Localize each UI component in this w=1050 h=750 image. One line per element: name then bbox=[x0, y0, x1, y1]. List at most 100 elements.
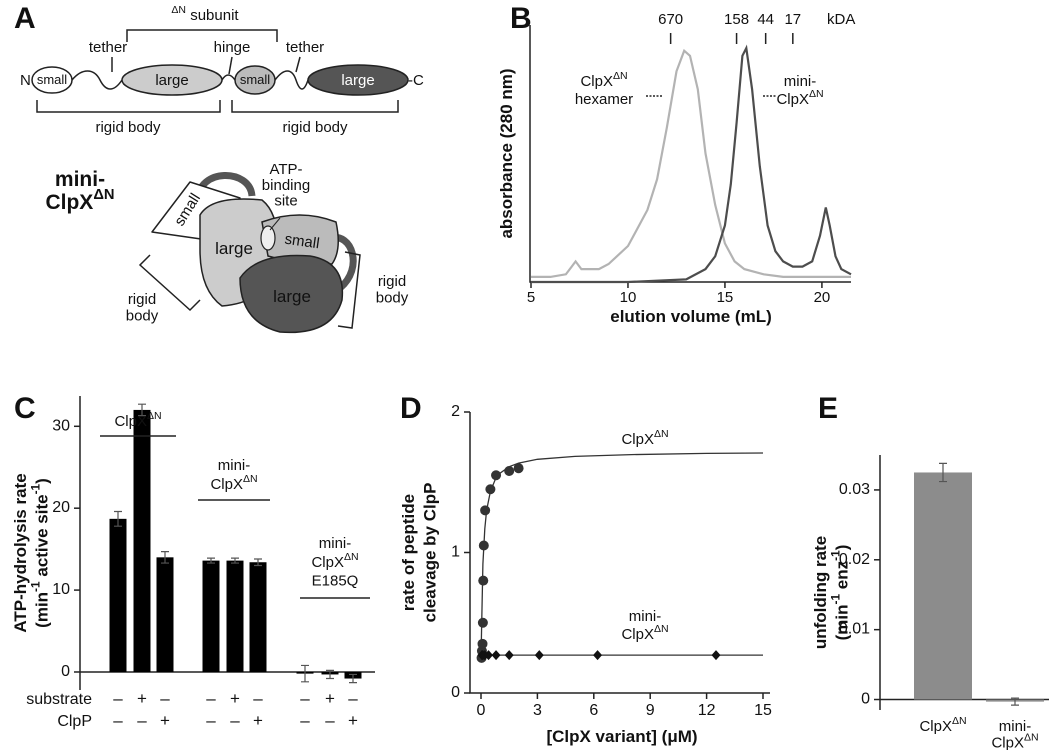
error-bar bbox=[326, 669, 334, 680]
panel-letter: A bbox=[14, 2, 36, 35]
series-line bbox=[531, 48, 851, 278]
mw-unit: kDA bbox=[827, 11, 855, 28]
point bbox=[484, 650, 494, 661]
error-bar bbox=[939, 462, 947, 483]
x-tick-label: 5 bbox=[527, 289, 535, 306]
domain-shape bbox=[121, 64, 223, 96]
bar bbox=[914, 472, 972, 700]
domain-label: large bbox=[341, 72, 374, 89]
rigid-bracket bbox=[36, 100, 221, 113]
condition-sign: + bbox=[325, 689, 335, 708]
point bbox=[534, 650, 544, 661]
y-tick-label: 0 bbox=[861, 691, 870, 708]
point bbox=[491, 470, 502, 481]
x-tick-label: 15 bbox=[754, 702, 772, 719]
domain-label: large bbox=[155, 72, 188, 89]
point bbox=[593, 650, 603, 661]
y-tick-label: 0.02 bbox=[839, 551, 870, 568]
y-tick-label: 30 bbox=[52, 418, 70, 435]
point bbox=[485, 484, 496, 495]
bar bbox=[249, 562, 267, 672]
error-bar bbox=[207, 557, 215, 564]
linker bbox=[274, 70, 309, 90]
y-tick-label: 1 bbox=[451, 544, 460, 561]
domain-label: small bbox=[240, 72, 270, 87]
error-bar bbox=[1011, 697, 1019, 706]
point bbox=[480, 505, 491, 516]
axis-line bbox=[529, 25, 851, 283]
condition-sign: + bbox=[230, 689, 240, 708]
condition-sign: – bbox=[206, 689, 216, 708]
point bbox=[491, 650, 501, 661]
mw-label: 670 bbox=[658, 11, 683, 28]
x-tick-label: 15 bbox=[717, 289, 734, 306]
rigid-bracket bbox=[337, 251, 361, 329]
x-axis-label: [ClpX variant] (μM) bbox=[546, 727, 697, 746]
error-bar bbox=[301, 664, 309, 683]
condition-sign: – bbox=[300, 689, 310, 708]
x-tick-label: mini-ClpXΔN bbox=[991, 718, 1038, 750]
mw-label: 17 bbox=[784, 11, 801, 28]
bar bbox=[109, 518, 127, 672]
condition-sign: + bbox=[137, 689, 147, 708]
callout: tether bbox=[286, 39, 324, 56]
model-domain-label: large bbox=[215, 239, 253, 258]
group-label: ClpXΔN bbox=[114, 410, 161, 430]
condition-sign: – bbox=[206, 711, 216, 730]
error-bar bbox=[254, 558, 262, 567]
terminal: N- bbox=[20, 72, 36, 89]
point bbox=[711, 650, 721, 661]
point bbox=[513, 463, 524, 474]
condition-sign: – bbox=[300, 711, 310, 730]
condition-sign: – bbox=[160, 689, 170, 708]
model-domain bbox=[239, 254, 344, 334]
domain-shape bbox=[234, 65, 276, 95]
model-domain-label: small bbox=[284, 231, 321, 253]
model-rigid-label: rigid body bbox=[376, 273, 409, 307]
condition-sign: + bbox=[160, 711, 170, 730]
error-bar bbox=[231, 557, 239, 564]
linker bbox=[71, 70, 123, 90]
point bbox=[504, 466, 515, 477]
y-axis-label: unfolding rate (min-1 enz-1) bbox=[811, 536, 851, 649]
callout-line bbox=[228, 56, 233, 75]
panel-letter: D bbox=[400, 392, 422, 425]
condition-name: substrate bbox=[26, 691, 92, 708]
y-tick-label: 2 bbox=[451, 403, 460, 420]
rigid-bracket bbox=[231, 100, 399, 113]
x-tick-label: 12 bbox=[698, 702, 716, 719]
group-label: mini-ClpXΔN bbox=[210, 457, 257, 493]
condition-sign: – bbox=[348, 689, 358, 708]
condition-name: ClpP bbox=[57, 713, 92, 730]
mw-label: 158 bbox=[724, 11, 749, 28]
domain-shape bbox=[31, 66, 73, 94]
x-tick-label: 6 bbox=[589, 702, 598, 719]
y-axis-label: absorbance (280 nm) bbox=[497, 68, 516, 238]
error-bar bbox=[349, 673, 357, 684]
subunit-label: ΔN subunit bbox=[171, 4, 239, 24]
rigid-label: rigid body bbox=[95, 119, 161, 136]
series-label: ClpXΔN bbox=[621, 428, 668, 448]
bar bbox=[156, 557, 174, 672]
x-tick-label: 9 bbox=[646, 702, 655, 719]
y-tick-label: 0 bbox=[61, 663, 70, 680]
site-pointer bbox=[269, 217, 281, 231]
subunit-bracket bbox=[126, 29, 278, 42]
panel-letter: B bbox=[510, 2, 532, 35]
panel-letter: E bbox=[818, 392, 838, 425]
bar bbox=[133, 409, 151, 672]
x-tick-label: 20 bbox=[814, 289, 831, 306]
point bbox=[478, 575, 489, 586]
condition-sign: + bbox=[253, 711, 263, 730]
series-label: mini-ClpXΔN bbox=[621, 608, 668, 643]
bar bbox=[226, 560, 244, 672]
bar bbox=[202, 560, 220, 672]
atp-site bbox=[260, 225, 276, 251]
condition-sign: – bbox=[113, 689, 123, 708]
linker bbox=[221, 74, 236, 81]
series-line bbox=[531, 44, 852, 284]
domain-shape bbox=[307, 64, 409, 96]
callout-line bbox=[295, 56, 301, 73]
model-rigid-label: rigid body bbox=[126, 291, 159, 325]
